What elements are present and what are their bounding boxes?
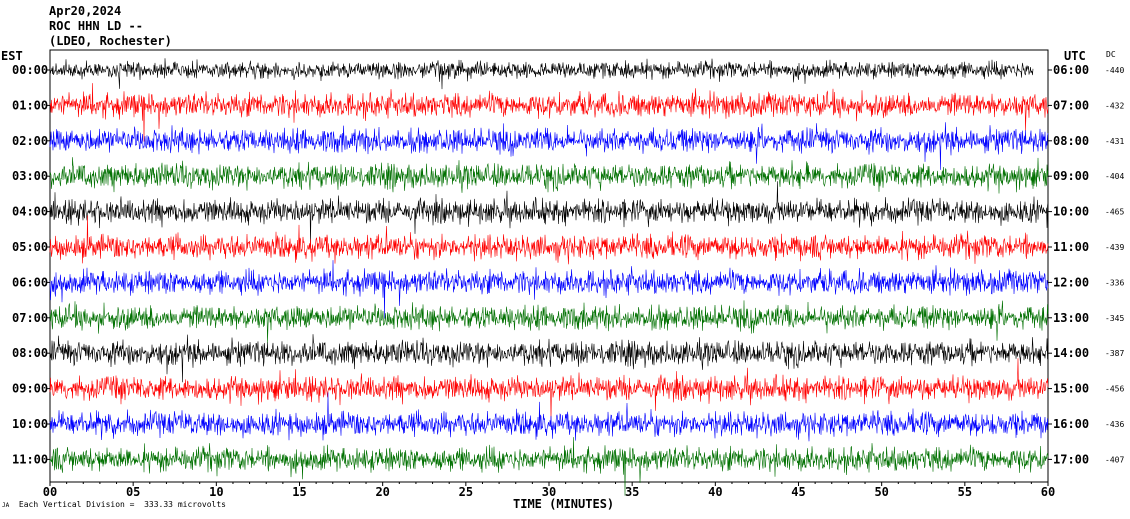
dc-header-label: DC [1106,50,1116,59]
utc-time-label: 09:00 [1053,169,1089,183]
dc-offset-label: -436 [1105,420,1124,429]
est-time-label: 02:00 [12,134,48,148]
x-tick-label: 15 [292,485,306,499]
dc-offset-label: -456 [1105,385,1124,394]
x-axis-title: TIME (MINUTES) [513,497,614,511]
scale-note: JA Each Vertical Division = 333.33 micro… [2,500,226,509]
est-time-label: 07:00 [12,311,48,325]
x-tick-label: 40 [708,485,722,499]
dc-offset-label: -432 [1105,101,1124,110]
utc-time-label: 16:00 [1053,417,1089,431]
station-label: ROC HHN LD -- [49,19,143,33]
trace-3 [49,157,1049,194]
dc-offset-label: -439 [1105,243,1124,252]
x-tick-label: 05 [126,485,140,499]
est-time-label: 09:00 [12,382,48,396]
utc-time-label: 15:00 [1053,382,1089,396]
utc-time-label: 10:00 [1053,205,1089,219]
dc-offset-label: -345 [1105,314,1124,323]
trace-5 [49,215,1049,265]
utc-time-label: 12:00 [1053,275,1089,289]
utc-time-label: 14:00 [1053,346,1089,360]
trace-7 [49,300,1049,344]
trace-0 [49,58,1034,90]
est-time-label: 03:00 [12,169,48,183]
x-tick-label: 00 [43,485,57,499]
est-axis-label: EST [1,49,23,63]
trace-2 [49,122,1049,170]
est-time-label: 00:00 [12,63,48,77]
trace-10 [49,392,1049,442]
scale-note-text: Each Vertical Division = 333.33 microvol… [18,500,226,509]
trace-4 [49,181,1049,244]
plot-frame [49,49,1049,483]
trace-6 [49,260,1049,319]
utc-time-label: 07:00 [1053,98,1089,112]
dc-offset-label: -407 [1105,455,1124,464]
est-time-label: 05:00 [12,240,48,254]
network-label: (LDEO, Rochester) [49,34,172,48]
dc-offset-label: -440 [1105,66,1124,75]
trace-11 [49,437,1049,496]
dc-offset-label: -404 [1105,172,1124,181]
est-time-label: 06:00 [12,275,48,289]
est-time-label: 10:00 [12,417,48,431]
utc-time-label: 13:00 [1053,311,1089,325]
dc-offset-label: -465 [1105,208,1124,217]
dc-offset-label: -336 [1105,278,1124,287]
trace-1 [49,83,1049,142]
trace-8 [49,334,1049,383]
x-tick-label: 35 [625,485,639,499]
traces-group [49,58,1049,496]
utc-time-label: 08:00 [1053,134,1089,148]
est-time-label: 08:00 [12,346,48,360]
dc-offset-label: -431 [1105,137,1124,146]
dc-offset-label: -387 [1105,349,1124,358]
x-tick-label: 30 [542,485,556,499]
x-tick-label: 60 [1041,485,1055,499]
x-tick-label: 50 [874,485,888,499]
x-tick-label: 55 [958,485,972,499]
est-time-label: 11:00 [12,452,48,466]
utc-time-label: 17:00 [1053,452,1089,466]
utc-axis-label: UTC [1064,49,1086,63]
x-tick-label: 25 [459,485,473,499]
date-label: Apr20,2024 [49,4,122,18]
est-time-label: 01:00 [12,98,48,112]
est-time-label: 04:00 [12,205,48,219]
footer-mark: JA [2,502,10,509]
utc-time-label: 06:00 [1053,63,1089,77]
trace-9 [49,358,1049,421]
x-tick-label: 20 [375,485,389,499]
x-tick-label: 10 [209,485,223,499]
ticks-group: 00:00 06:00 -440 01:00 07:00 -432 02:00 08:00 -4… [12,63,1124,499]
utc-time-label: 11:00 [1053,240,1089,254]
x-tick-label: 45 [791,485,805,499]
